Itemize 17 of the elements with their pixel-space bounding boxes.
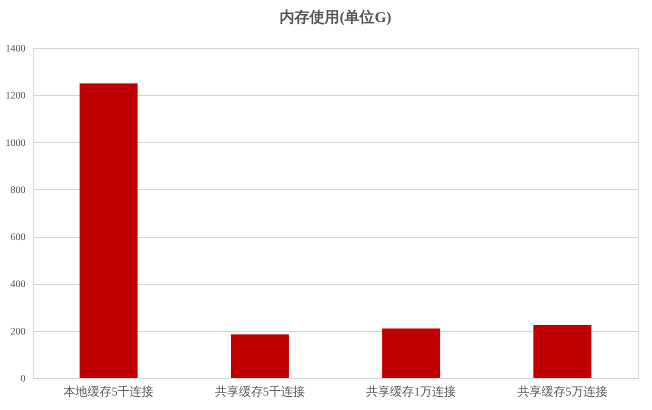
chart-title: 内存使用(单位G) — [280, 9, 392, 26]
bar — [382, 328, 440, 378]
y-tick-label: 400 — [10, 279, 26, 290]
y-tick-label: 0 — [20, 374, 26, 384]
y-tick-label: 1000 — [6, 138, 26, 149]
x-tick-label: 共享缓存5千连接 — [214, 384, 305, 398]
y-tick-label: 1200 — [6, 90, 26, 102]
x-tick-label: 本地缓存5千连接 — [64, 384, 154, 398]
x-tick-label: 共享缓存5万连接 — [517, 384, 608, 398]
x-tick-label: 共享缓存1万连接 — [366, 384, 456, 398]
y-tick-label: 1400 — [6, 44, 26, 54]
bar — [80, 83, 138, 378]
bar — [533, 324, 592, 378]
y-tick-label: 200 — [10, 326, 26, 338]
y-tick-label: 600 — [10, 232, 26, 244]
y-tick-label: 800 — [10, 184, 26, 196]
bar — [230, 334, 289, 378]
